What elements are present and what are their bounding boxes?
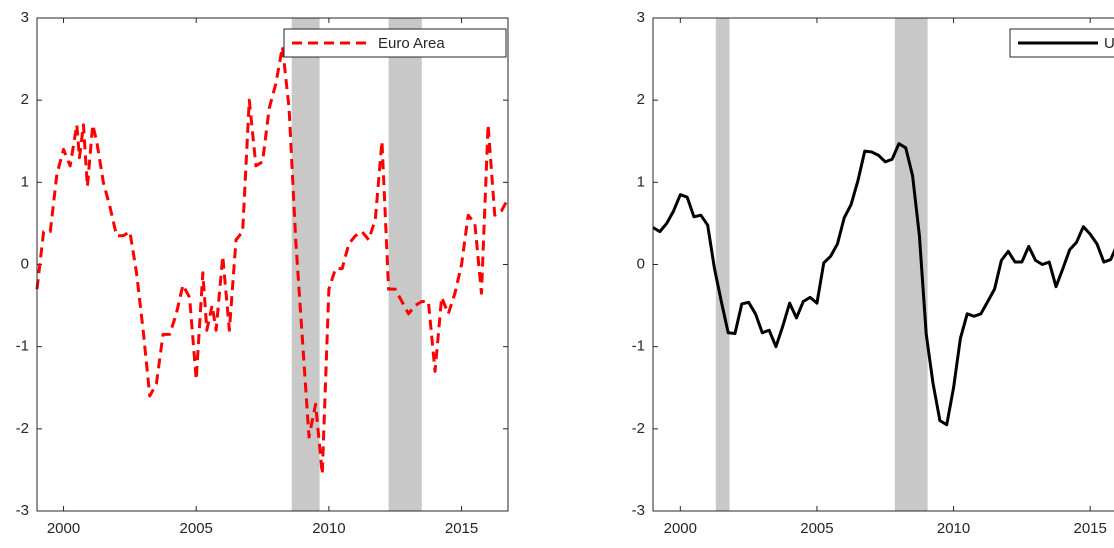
x-tick-label: 2005	[180, 520, 213, 537]
x-tick-label: 2010	[937, 520, 970, 537]
y-tick-label: 0	[637, 255, 645, 272]
legend-label: US	[1104, 35, 1114, 52]
data-line	[35, 45, 510, 476]
x-tick-label: 2015	[1073, 520, 1106, 537]
y-tick-label: -1	[16, 338, 29, 355]
y-tick-label: -2	[632, 420, 645, 437]
y-tick-label: 2	[637, 91, 645, 108]
axes-box	[36, 17, 509, 512]
legend-box	[283, 28, 507, 58]
y-tick-label: 1	[637, 173, 645, 190]
x-tick-label: 2015	[445, 520, 478, 537]
x-tick-label: 2010	[312, 520, 345, 537]
data-line	[652, 142, 1114, 427]
y-tick-label: 2	[21, 91, 29, 108]
y-tick-label: 0	[21, 255, 29, 272]
y-tick-label: -3	[632, 502, 645, 519]
y-tick-label: 1	[21, 173, 29, 190]
axes-box	[652, 17, 1114, 512]
x-tick-label: 2005	[800, 520, 833, 537]
recession-band	[388, 18, 422, 511]
y-tick-label: 3	[21, 9, 29, 26]
recession-band	[715, 18, 730, 511]
x-tick-label: 2000	[664, 520, 697, 537]
y-tick-label: -3	[16, 502, 29, 519]
legend-label: Euro Area	[378, 35, 445, 52]
y-tick-label: 3	[637, 9, 645, 26]
y-tick-label: -2	[16, 420, 29, 437]
x-tick-label: 2000	[47, 520, 80, 537]
y-tick-label: -1	[632, 338, 645, 355]
